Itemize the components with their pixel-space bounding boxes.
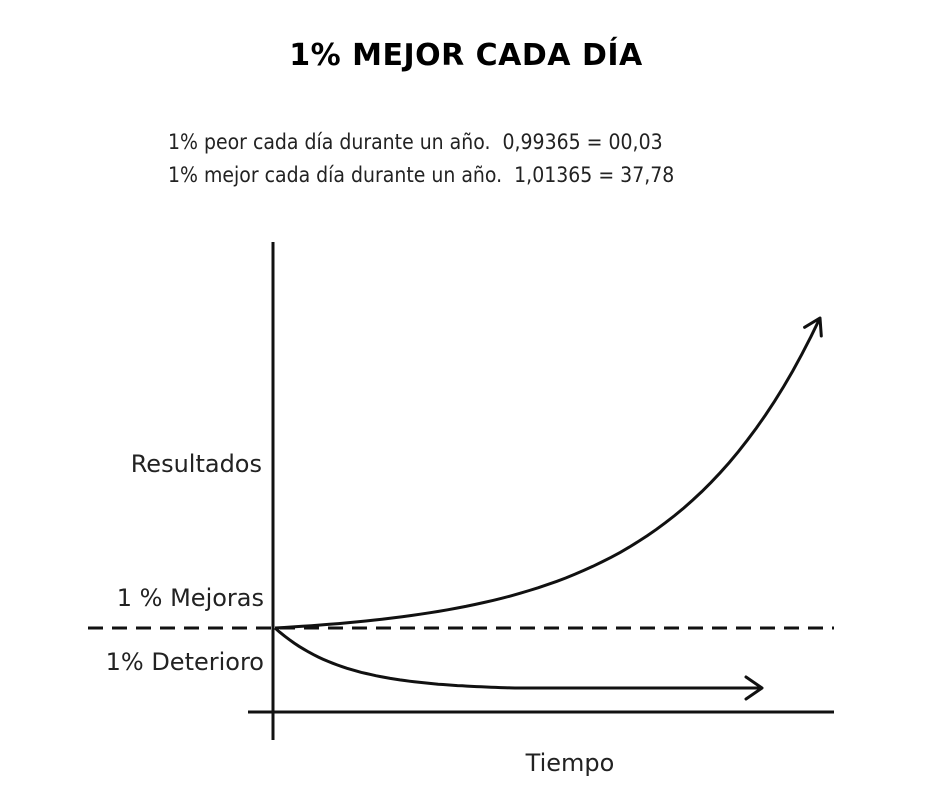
page-title: 1% MEJOR CADA DÍA xyxy=(289,38,643,73)
y-axis-label: Resultados xyxy=(131,450,262,478)
formula-better: 1% mejor cada día durante un año. 1,0136… xyxy=(168,159,674,192)
annotation-mejoras: 1 % Mejoras xyxy=(117,584,264,612)
formula-worse-equation: 0,99365 = 00,03 xyxy=(502,130,663,154)
formula-better-equation: 1,01365 = 37,78 xyxy=(514,163,675,187)
annotation-deterioro: 1% Deterioro xyxy=(106,648,264,676)
formula-worse-text: 1% peor cada día durante un año. xyxy=(168,130,491,154)
series-line-deterioro xyxy=(274,626,762,690)
arrowhead-mejoras-icon xyxy=(803,316,823,338)
x-axis-label: Tiempo xyxy=(525,749,615,777)
series-line-mejoras xyxy=(274,317,822,630)
formula-better-text: 1% mejor cada día durante un año. xyxy=(168,163,503,187)
formula-block: 1% peor cada día durante un año. 0,99365… xyxy=(168,126,674,192)
arrowhead-deterioro-icon xyxy=(744,675,764,701)
formula-worse: 1% peor cada día durante un año. 0,99365… xyxy=(168,126,674,159)
